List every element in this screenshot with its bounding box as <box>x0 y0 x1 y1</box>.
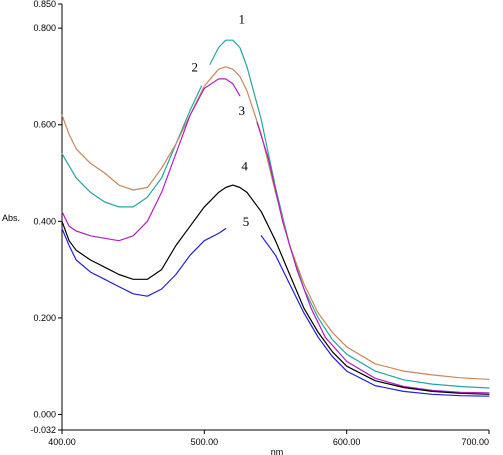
curve-label-2: 2 <box>192 60 199 75</box>
y-tick-label: 0.600 <box>33 120 56 130</box>
y-tick-label: 0.850 <box>33 0 56 9</box>
series-2-line <box>61 66 490 380</box>
x-axis-title: nm <box>271 447 284 455</box>
y-axis-title: Abs. <box>2 213 20 223</box>
series-3-line <box>256 121 490 394</box>
y-tick-label: 0.800 <box>33 23 56 33</box>
curve-label-1: 1 <box>238 11 245 26</box>
series-3-line <box>61 78 241 242</box>
curve-label-3: 3 <box>238 103 245 118</box>
series-1-line <box>61 85 203 208</box>
x-tick-label: 500.00 <box>191 437 219 447</box>
y-tick-label: -0.032 <box>30 425 56 435</box>
curve-label-4: 4 <box>241 159 248 174</box>
series-5-line <box>260 235 490 397</box>
y-tick-label: 0.400 <box>33 216 56 226</box>
x-tick-group: 400.00 500.00 600.00 700.00 <box>48 430 490 447</box>
x-tick-label: 600.00 <box>333 437 361 447</box>
curve-label-5: 5 <box>243 214 250 229</box>
series-5-line <box>61 228 227 297</box>
series-4-line <box>61 184 490 395</box>
y-tick-group: 0.850 0.800 0.600 0.400 0.200 0.000 -0.032 <box>30 0 62 435</box>
y-tick-label: 0.200 <box>33 313 56 323</box>
y-tick-label: 0.000 <box>33 410 56 420</box>
series-group <box>61 39 490 397</box>
curve-label-group: 1 2 3 4 5 <box>192 11 250 229</box>
series-1-line <box>209 39 490 389</box>
x-tick-label: 700.00 <box>461 437 489 447</box>
x-tick-label: 400.00 <box>48 437 76 447</box>
